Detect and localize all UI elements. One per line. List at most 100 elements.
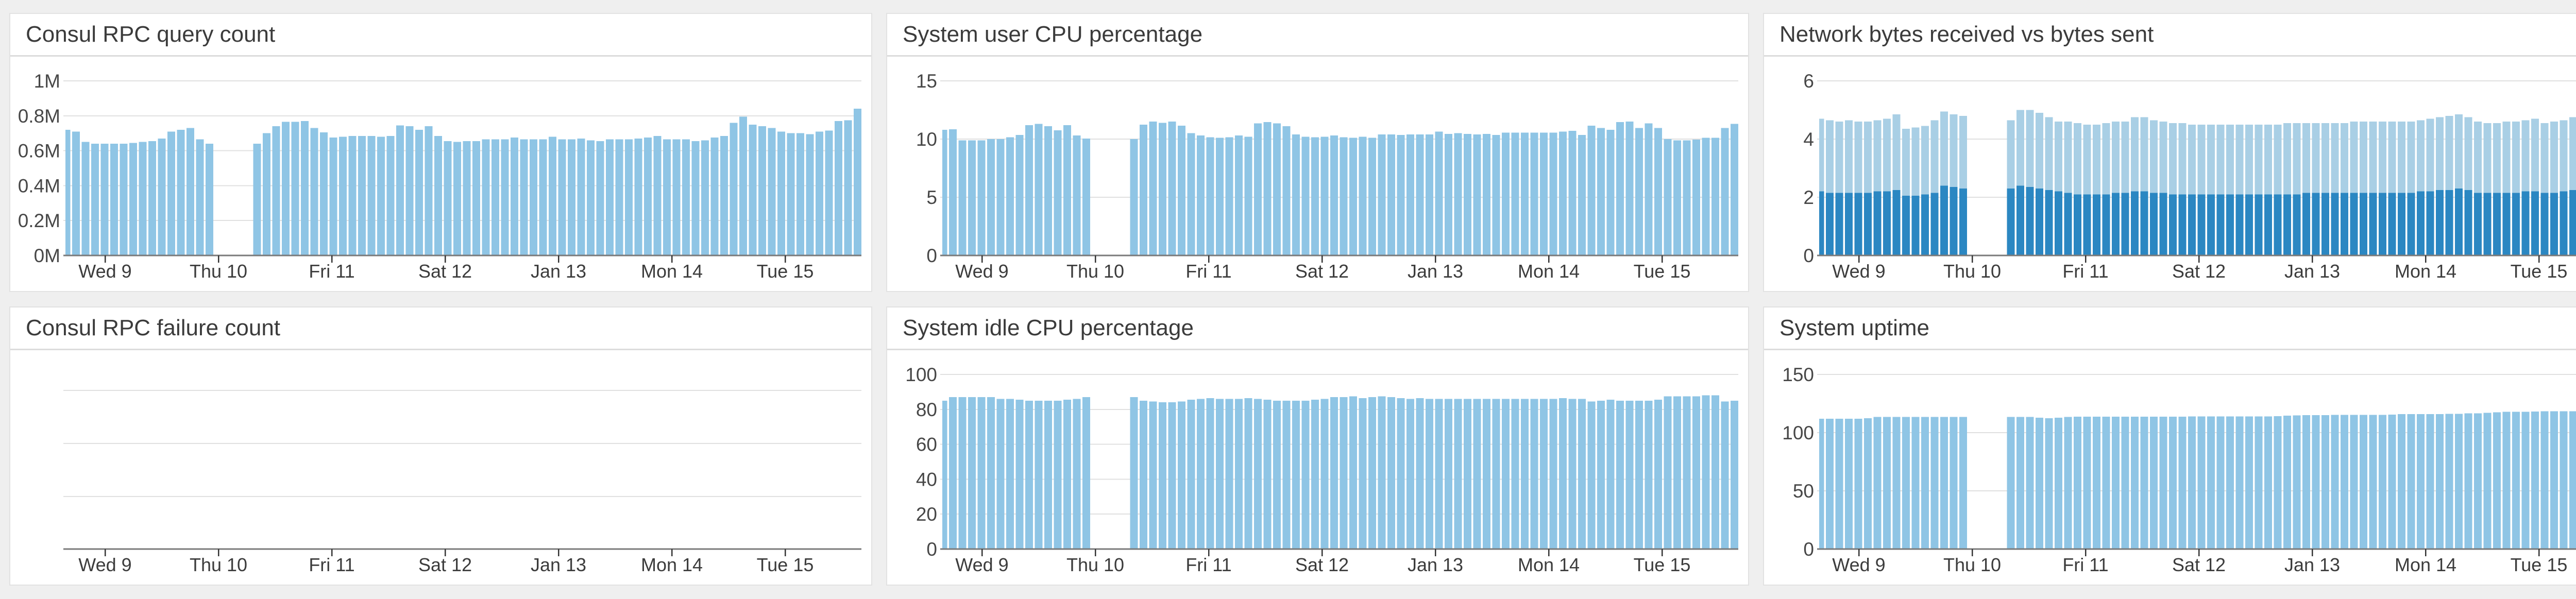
- x-tick-label: Thu 10: [1943, 554, 2001, 575]
- x-tick-label: Fri 11: [2062, 554, 2108, 575]
- panel-title: System uptime: [1764, 307, 2576, 350]
- x-axis: Wed 9 Thu 10 Fri 11 Sat 12 Jan 13 Mon 14 Tue 1…: [940, 254, 1738, 282]
- x-tick-label: Mon 14: [2395, 554, 2456, 575]
- x-tick-label: Sat 12: [2172, 261, 2226, 282]
- x-tick-label: Fri 11: [1185, 261, 1231, 282]
- x-tick-label: Thu 10: [1066, 261, 1124, 282]
- y-axis-labels: 100 80 60 40 20 0: [905, 364, 937, 560]
- consul-rpc-failure-count-chart[interactable]: Wed 9 Thu 10 Fri 11 Sat 12 Jan 13 Mon 14 Tue 1…: [10, 307, 871, 585]
- svg-text:0: 0: [1803, 539, 1814, 560]
- series-uptime: [1819, 411, 2576, 549]
- x-axis: Wed 9 Thu 10 Fri 11 Sat 12 Jan 13 Mon 14 Tue 1…: [63, 548, 861, 575]
- x-tick-label: Tue 15: [1634, 554, 1691, 575]
- x-tick-label: Wed 9: [955, 554, 1008, 575]
- x-tick-label: Wed 9: [78, 554, 131, 575]
- x-tick-label: Tue 15: [757, 261, 814, 282]
- panel-title: Consul RPC query count: [10, 14, 871, 57]
- bars: [65, 109, 861, 256]
- consul-rpc-query-count-chart[interactable]: 1M 0.8M 0.6M 0.4M 0.2M 0M Wed 9 Thu 10 Fri 11 Sat…: [10, 14, 871, 291]
- svg-text:0.8M: 0.8M: [18, 106, 60, 127]
- panel-title: System user CPU percentage: [887, 14, 1748, 57]
- svg-text:0: 0: [926, 539, 937, 560]
- x-axis: Wed 9 Thu 10 Fri 11 Sat 12 Jan 13 Mon 14 Tue 1…: [63, 254, 861, 282]
- svg-text:0M: 0M: [34, 245, 60, 266]
- svg-text:60: 60: [916, 434, 937, 455]
- x-tick-label: Wed 9: [1832, 554, 1885, 575]
- svg-text:1M: 1M: [34, 71, 60, 92]
- x-axis: Wed 9 Thu 10 Fri 11 Sat 12 Jan 13 Mon 14 Tue 1…: [940, 548, 1738, 575]
- x-tick-label: Fri 11: [309, 261, 354, 282]
- svg-text:50: 50: [1793, 481, 1814, 502]
- series-consul-rpc-queries: [65, 109, 861, 256]
- x-tick-label: Tue 15: [1634, 261, 1691, 282]
- svg-text:100: 100: [905, 364, 937, 385]
- x-axis: Wed 9 Thu 10 Fri 11 Sat 12 Jan 13 Mon 14 Tue 1…: [1817, 548, 2576, 575]
- x-tick-label: Mon 14: [641, 554, 703, 575]
- svg-text:100: 100: [1782, 422, 1814, 443]
- x-tick-label: Jan 13: [1408, 554, 1463, 575]
- svg-text:10: 10: [916, 129, 937, 150]
- svg-text:150: 150: [1782, 364, 1814, 385]
- svg-text:0.6M: 0.6M: [18, 141, 60, 162]
- x-tick-label: Thu 10: [190, 261, 247, 282]
- y-axis-labels: 15 10 5 0: [916, 71, 937, 266]
- svg-text:0: 0: [1803, 245, 1814, 266]
- x-tick-label: Sat 12: [418, 261, 472, 282]
- x-tick-label: Fri 11: [1185, 554, 1231, 575]
- svg-text:80: 80: [916, 399, 937, 420]
- x-tick-label: Mon 14: [641, 261, 703, 282]
- x-tick-label: Wed 9: [78, 261, 131, 282]
- x-tick-label: Tue 15: [757, 554, 814, 575]
- gridlines: [63, 390, 861, 497]
- bars: [1819, 110, 2576, 256]
- x-tick-label: Mon 14: [1518, 554, 1580, 575]
- x-tick-label: Fri 11: [2062, 261, 2108, 282]
- series-user-cpu-%: [942, 122, 1738, 256]
- svg-text:2: 2: [1803, 187, 1814, 208]
- svg-text:5: 5: [926, 187, 937, 208]
- x-tick-label: Jan 13: [2284, 554, 2340, 575]
- series-idle-cpu-%: [942, 395, 1738, 549]
- svg-text:6: 6: [1803, 71, 1814, 92]
- network-bytes-received-vs-sent-chart[interactable]: 6 4 2 0 Wed 9 Thu 10 Fri 11 Sat 12 Jan 13 Mon 14 T…: [1764, 14, 2576, 291]
- x-tick-label: Thu 10: [190, 554, 247, 575]
- y-axis-labels: 150 100 50 0: [1782, 364, 1814, 560]
- x-tick-label: Sat 12: [1295, 554, 1349, 575]
- svg-text:4: 4: [1803, 129, 1814, 150]
- x-tick-label: Thu 10: [1943, 261, 2001, 282]
- bars: [942, 122, 1738, 256]
- x-tick-label: Fri 11: [309, 554, 354, 575]
- x-tick-label: Thu 10: [1066, 554, 1124, 575]
- panel-consul-rpc-query-count: Consul RPC query count 1M 0.8M 0.6M 0.4M 0.2…: [9, 13, 872, 292]
- panel-title: System idle CPU percentage: [887, 307, 1748, 350]
- x-tick-label: Sat 12: [1295, 261, 1349, 282]
- system-uptime-chart[interactable]: 150 100 50 0 Wed 9 Thu 10 Fri 11 Sat 12 Jan 13 Mo…: [1764, 307, 2576, 585]
- bars: [1819, 411, 2576, 549]
- x-tick-label: Jan 13: [2284, 261, 2340, 282]
- svg-text:40: 40: [916, 469, 937, 490]
- panel-title: Consul RPC failure count: [10, 307, 871, 350]
- x-tick-label: Mon 14: [1518, 261, 1580, 282]
- x-axis: Wed 9 Thu 10 Fri 11 Sat 12 Jan 13 Mon 14 Tue 1…: [1817, 254, 2576, 282]
- series-bytes-sent: [1819, 185, 2576, 255]
- svg-text:15: 15: [916, 71, 937, 92]
- x-tick-label: Tue 15: [2511, 261, 2568, 282]
- x-tick-label: Sat 12: [2172, 554, 2226, 575]
- x-tick-label: Wed 9: [955, 261, 1008, 282]
- x-tick-label: Sat 12: [418, 554, 472, 575]
- svg-text:20: 20: [916, 504, 937, 525]
- x-tick-label: Jan 13: [531, 554, 586, 575]
- x-tick-label: Tue 15: [2511, 554, 2568, 575]
- system-user-cpu-percentage-chart[interactable]: 15 10 5 0 Wed 9 Thu 10 Fri 11 Sat 12 Jan 13 Mon 1…: [887, 14, 1748, 291]
- x-tick-label: Jan 13: [531, 261, 586, 282]
- panel-system-idle-cpu-percentage: System idle CPU percentage 100 80 60 40 20 0 W…: [886, 306, 1749, 586]
- x-tick-label: Jan 13: [1408, 261, 1463, 282]
- x-tick-label: Wed 9: [1832, 261, 1885, 282]
- svg-text:0: 0: [926, 245, 937, 266]
- system-idle-cpu-percentage-chart[interactable]: 100 80 60 40 20 0 Wed 9 Thu 10 Fri 11 Sat 12 Jan 1…: [887, 307, 1748, 585]
- bars: [942, 395, 1738, 549]
- y-axis-labels: 1M 0.8M 0.6M 0.4M 0.2M 0M: [18, 71, 60, 266]
- panel-network-bytes-received-vs-sent: Network bytes received vs bytes sent 6 4 2…: [1763, 13, 2576, 292]
- x-tick-label: Mon 14: [2395, 261, 2456, 282]
- svg-text:0.4M: 0.4M: [18, 175, 60, 196]
